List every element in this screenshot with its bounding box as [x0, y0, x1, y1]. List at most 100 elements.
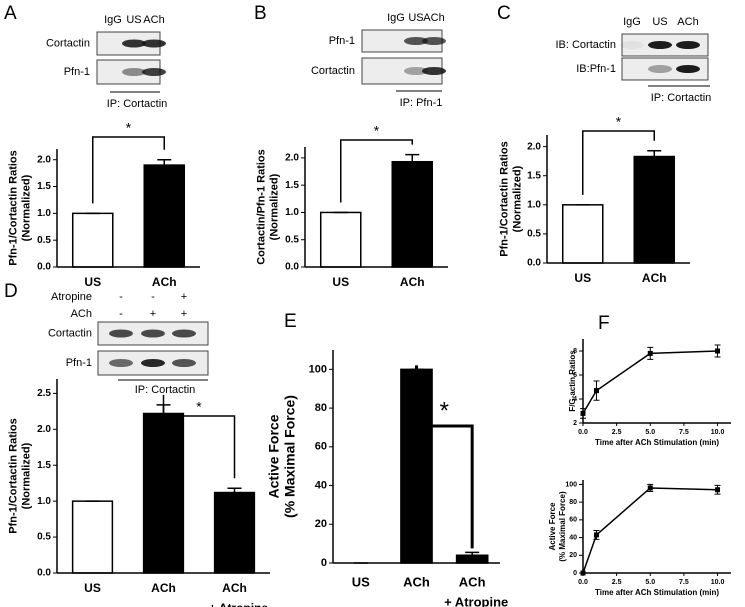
lane-label: IgG [387, 12, 405, 24]
x-tick-label: ACh [152, 275, 177, 289]
ip-label: IP: Cortactin [107, 98, 168, 110]
significance-bracket [582, 130, 655, 195]
y-tick-label: 20 [569, 552, 577, 559]
y-tick-label: 1.5 [37, 460, 51, 471]
significance-bracket [415, 365, 474, 549]
significance-label: * [374, 123, 380, 139]
data-point [715, 348, 721, 354]
blot-band [676, 41, 700, 49]
y-tick-label: 1.5 [285, 180, 299, 191]
x-tick-label: 0.0 [578, 429, 588, 436]
error-bar [465, 551, 480, 556]
blot-band [422, 67, 446, 75]
lane-label: ACh [143, 14, 164, 26]
category-note: + Atropine [444, 594, 508, 607]
error-bar [405, 153, 420, 162]
data-point [593, 532, 599, 538]
blot-band [422, 37, 446, 45]
significance-label: * [616, 114, 622, 130]
y-tick-label: 80 [315, 402, 327, 414]
blot-band [142, 68, 166, 76]
x-tick-label: ACh [642, 271, 667, 285]
y-tick-label: 60 [569, 517, 577, 524]
y-axis-label: Active Force [266, 414, 282, 498]
x-tick-label: 2.5 [612, 579, 622, 586]
y-tick-label: 0 [321, 557, 327, 569]
lane-label: ACh [677, 16, 698, 28]
y-tick-label: 40 [315, 479, 327, 491]
y-tick-label: 0.5 [527, 229, 541, 240]
significance-bracket [92, 136, 165, 204]
y-tick-label: 8 [573, 348, 577, 355]
bar [71, 212, 114, 268]
y-axis-label: Pfn-1/Cortactin Ratios [498, 141, 510, 257]
y-tick-label: 1.0 [37, 208, 51, 219]
error-bar [157, 158, 172, 166]
x-tick-label: 7.5 [679, 579, 689, 586]
y-tick-label: 0.5 [285, 234, 299, 245]
error-bar [647, 149, 662, 157]
band-label: Pfn-1 [329, 35, 355, 47]
bar [143, 164, 186, 268]
error-bar [227, 487, 242, 493]
y-tick-label: 6 [573, 372, 577, 379]
panel-label: A [4, 3, 17, 24]
x-tick-label: ACh [400, 275, 425, 289]
y-tick-label: 0.0 [527, 258, 541, 269]
significance-bracket [340, 139, 413, 203]
x-tick-label: ACh [151, 581, 176, 595]
treatment-sign: + [150, 308, 156, 320]
blot-band [648, 65, 672, 73]
blot-band [141, 359, 165, 367]
y-tick-label: 0.0 [37, 262, 51, 273]
bar [319, 211, 362, 268]
ip-label: IP: Cortactin [651, 92, 712, 104]
x-tick-label: US [84, 581, 101, 595]
bar [71, 500, 114, 574]
blot-band [109, 329, 133, 338]
x-axis-label: Time after ACh Stimulation (min) [595, 438, 719, 447]
y-tick-label: 4 [573, 396, 577, 403]
x-axis-label: Time after ACh Stimulation (min) [595, 588, 719, 597]
y-tick-label: 0.0 [285, 262, 299, 273]
blot-band [404, 37, 428, 45]
panel-label: D [4, 281, 18, 302]
data-point [593, 388, 599, 394]
blot-band [172, 329, 196, 338]
y-axis-label: Active Force [548, 502, 557, 551]
data-line [582, 350, 718, 414]
y-tick-label: 2.0 [285, 153, 299, 164]
blot-band [141, 329, 165, 338]
y-axis-label: Pfn-1/Cortactin Ratios [7, 418, 19, 534]
y-tick-label: 2.5 [37, 388, 51, 399]
lane-label: IgG [104, 14, 122, 26]
treatment-sign: - [151, 291, 155, 303]
x-tick-label: 5.0 [645, 579, 655, 586]
x-tick-label: ACh [459, 574, 486, 589]
y-tick-label: 2.0 [527, 141, 541, 152]
x-tick-label: ACh [222, 581, 247, 595]
bar [455, 554, 489, 564]
x-tick-label: US [84, 275, 101, 289]
blot-band [648, 41, 672, 49]
y-axis-label: Pfn-1/Cortactin Ratios [7, 150, 19, 266]
y-tick-label: 1.5 [37, 181, 51, 192]
bar [142, 412, 185, 574]
treatment-sign: + [181, 308, 187, 320]
blot-band [122, 39, 146, 48]
lane-label: US [408, 12, 423, 24]
y-tick-label: 20 [315, 518, 327, 530]
y-axis-label: (Normalized) [20, 174, 32, 241]
blot-strip [621, 57, 709, 81]
lane-label: IgG [623, 16, 641, 28]
x-tick-label: 7.5 [679, 429, 689, 436]
blot-band [676, 65, 700, 73]
data-point [580, 410, 586, 416]
treatment-label: Atropine [51, 291, 92, 303]
significance-label: * [196, 399, 202, 415]
blot-band [172, 359, 196, 367]
band-label: IB: Cortactin [555, 39, 616, 51]
y-tick-label: 60 [315, 441, 327, 453]
